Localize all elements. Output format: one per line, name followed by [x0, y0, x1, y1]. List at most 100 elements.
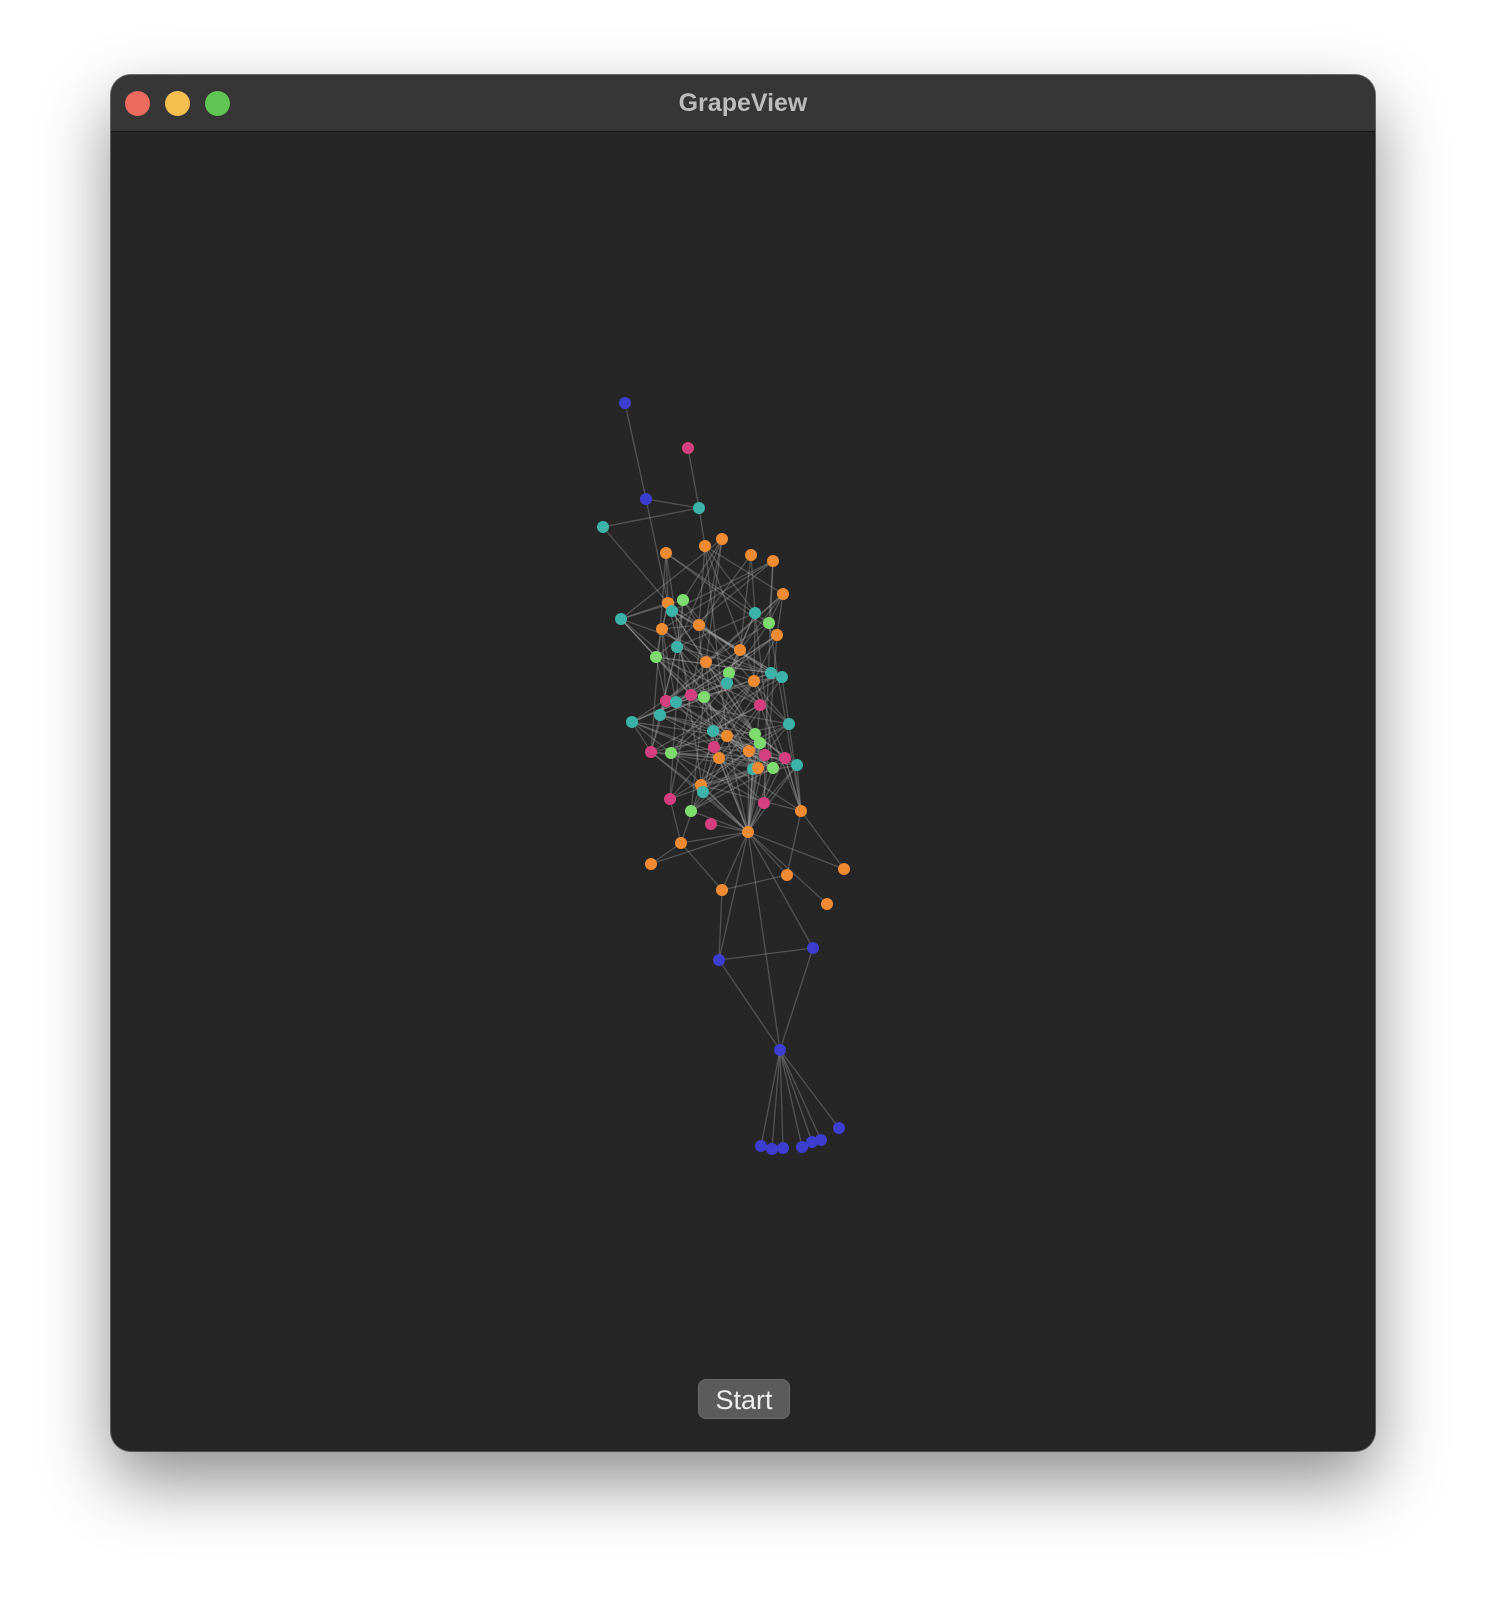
- graph-node[interactable]: [675, 837, 687, 849]
- graph-node[interactable]: [723, 667, 735, 679]
- graph-node[interactable]: [815, 1134, 827, 1146]
- graph-node[interactable]: [693, 619, 705, 631]
- graph-node[interactable]: [670, 696, 682, 708]
- graph-node[interactable]: [833, 1122, 845, 1134]
- graph-node[interactable]: [749, 728, 761, 740]
- graph-edge: [655, 656, 761, 706]
- graph-node[interactable]: [771, 629, 783, 641]
- graph-edge: [705, 538, 723, 663]
- start-button[interactable]: Start: [698, 1379, 790, 1419]
- graph-node[interactable]: [654, 709, 666, 721]
- graph-canvas[interactable]: [111, 75, 1375, 1451]
- graph-edge: [670, 752, 765, 804]
- graph-node[interactable]: [698, 691, 710, 703]
- graph-node[interactable]: [671, 641, 683, 653]
- graph-edge: [665, 593, 784, 702]
- graph-node[interactable]: [716, 884, 728, 896]
- graph-node[interactable]: [754, 699, 766, 711]
- graph-edge: [698, 624, 741, 651]
- graph-edge: [682, 599, 730, 674]
- graph-edge: [747, 831, 781, 1051]
- graph-node[interactable]: [615, 613, 627, 625]
- graph-edge: [718, 757, 749, 833]
- graph-node[interactable]: [795, 805, 807, 817]
- graph-node[interactable]: [774, 1044, 786, 1056]
- graph-node[interactable]: [777, 588, 789, 600]
- graph-node[interactable]: [685, 689, 697, 701]
- graph-edge: [665, 700, 790, 725]
- graph-node[interactable]: [765, 667, 777, 679]
- graph-node[interactable]: [660, 547, 672, 559]
- graph-node[interactable]: [716, 533, 728, 545]
- graph-node[interactable]: [749, 607, 761, 619]
- graph-node[interactable]: [665, 747, 677, 759]
- app-window: GrapeView Start: [111, 75, 1375, 1451]
- close-window-icon[interactable]: [125, 91, 150, 116]
- graph-node[interactable]: [838, 863, 850, 875]
- graph-edge: [784, 757, 802, 812]
- graph-node[interactable]: [796, 1141, 808, 1153]
- graph-node[interactable]: [619, 397, 631, 409]
- graph-node[interactable]: [754, 737, 766, 749]
- graph-node[interactable]: [713, 954, 725, 966]
- graph-node[interactable]: [677, 594, 689, 606]
- graph-node[interactable]: [767, 762, 779, 774]
- minimize-window-icon[interactable]: [165, 91, 190, 116]
- graph-node[interactable]: [645, 746, 657, 758]
- graph-node[interactable]: [752, 762, 764, 774]
- graph-edge: [690, 696, 705, 812]
- graph-node[interactable]: [758, 797, 770, 809]
- graph-node[interactable]: [777, 1142, 789, 1154]
- graph-node[interactable]: [791, 759, 803, 771]
- graph-node[interactable]: [721, 677, 733, 689]
- graph-node[interactable]: [707, 725, 719, 737]
- graph-node[interactable]: [708, 741, 720, 753]
- graph-node[interactable]: [821, 898, 833, 910]
- graph-edge: [669, 798, 682, 844]
- graph-edge: [645, 498, 669, 604]
- graph-node[interactable]: [640, 493, 652, 505]
- graph-node[interactable]: [699, 540, 711, 552]
- graph-edge: [602, 507, 700, 528]
- graph-node[interactable]: [705, 818, 717, 830]
- graph-edge: [718, 959, 781, 1051]
- graph-node[interactable]: [734, 644, 746, 656]
- graph-node[interactable]: [597, 521, 609, 533]
- graph-node[interactable]: [656, 623, 668, 635]
- graph-node[interactable]: [742, 826, 754, 838]
- graph-node[interactable]: [743, 745, 755, 757]
- graph-node[interactable]: [748, 675, 760, 687]
- graph-node[interactable]: [660, 695, 672, 707]
- graph-node[interactable]: [693, 502, 705, 514]
- graph-node[interactable]: [626, 716, 638, 728]
- graph-node[interactable]: [700, 656, 712, 668]
- graph-node[interactable]: [755, 1140, 767, 1152]
- graph-node[interactable]: [807, 942, 819, 954]
- graph-node[interactable]: [697, 786, 709, 798]
- graph-edge: [675, 701, 715, 748]
- graph-node[interactable]: [766, 1143, 778, 1155]
- graph-node[interactable]: [664, 793, 676, 805]
- graph-node[interactable]: [759, 749, 771, 761]
- graph-edge: [728, 672, 790, 725]
- title-bar[interactable]: GrapeView: [111, 75, 1375, 132]
- graph-node[interactable]: [763, 617, 775, 629]
- graph-node[interactable]: [745, 549, 757, 561]
- graph-node[interactable]: [783, 718, 795, 730]
- graph-node[interactable]: [767, 555, 779, 567]
- graph-node[interactable]: [721, 730, 733, 742]
- graph-node[interactable]: [645, 858, 657, 870]
- zoom-window-icon[interactable]: [205, 91, 230, 116]
- graph-node[interactable]: [806, 1136, 818, 1148]
- graph-edge: [620, 618, 772, 674]
- graph-node[interactable]: [650, 651, 662, 663]
- graph-edge: [728, 634, 778, 674]
- graph-node[interactable]: [666, 605, 678, 617]
- graph-node[interactable]: [779, 752, 791, 764]
- graph-node[interactable]: [713, 752, 725, 764]
- graph-node[interactable]: [682, 442, 694, 454]
- graph-node[interactable]: [685, 805, 697, 817]
- graph-edge: [703, 672, 772, 698]
- graph-node[interactable]: [776, 671, 788, 683]
- graph-node[interactable]: [781, 869, 793, 881]
